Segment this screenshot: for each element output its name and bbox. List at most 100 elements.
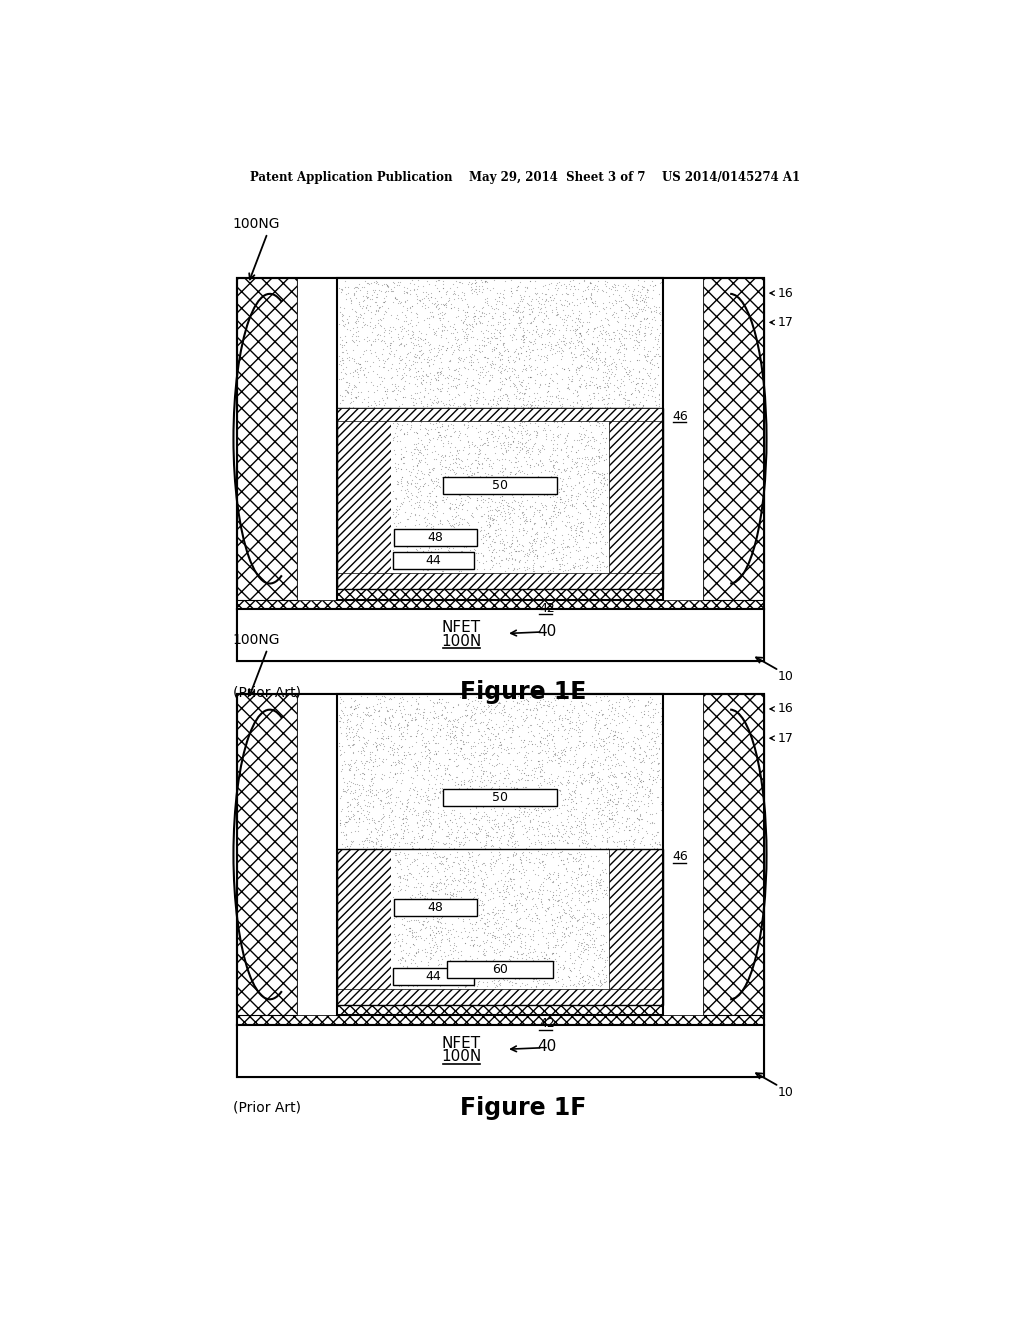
Point	[426, 899, 442, 920]
Point	[606, 405, 623, 426]
Point	[432, 772, 449, 793]
Point	[453, 520, 469, 541]
Point	[373, 404, 389, 425]
Point	[586, 949, 602, 970]
Point	[599, 721, 615, 742]
Point	[446, 275, 463, 296]
Point	[580, 880, 596, 902]
Point	[606, 488, 623, 510]
Point	[338, 492, 354, 513]
Point	[515, 865, 531, 886]
Point	[387, 528, 403, 549]
Point	[538, 919, 554, 940]
Point	[505, 412, 521, 433]
Point	[437, 487, 454, 508]
Point	[459, 447, 475, 469]
Point	[534, 754, 550, 775]
Point	[571, 356, 588, 378]
Point	[509, 735, 525, 756]
Point	[399, 993, 416, 1014]
Point	[360, 330, 377, 351]
Point	[700, 577, 717, 598]
Point	[591, 751, 607, 772]
Point	[570, 574, 587, 595]
Point	[372, 804, 388, 825]
Point	[440, 459, 457, 480]
Point	[590, 907, 606, 928]
Point	[436, 426, 453, 447]
Point	[700, 723, 717, 744]
Point	[668, 875, 684, 896]
Point	[722, 506, 738, 527]
Point	[394, 416, 411, 437]
Point	[562, 524, 579, 545]
Point	[493, 919, 509, 940]
Point	[651, 570, 668, 591]
Point	[231, 289, 248, 310]
Point	[457, 478, 473, 499]
Point	[339, 718, 355, 739]
Point	[387, 925, 403, 946]
Point	[377, 300, 393, 321]
Point	[407, 859, 423, 880]
Point	[324, 391, 340, 412]
Point	[257, 352, 273, 374]
Point	[292, 817, 308, 838]
Point	[503, 870, 519, 891]
Point	[496, 876, 512, 898]
Point	[318, 932, 335, 953]
Point	[382, 957, 398, 978]
Point	[337, 809, 353, 830]
Point	[694, 997, 711, 1018]
Point	[473, 985, 489, 1006]
Point	[306, 539, 323, 560]
Point	[512, 521, 528, 543]
Point	[688, 962, 705, 983]
Point	[544, 960, 560, 981]
Point	[617, 946, 634, 968]
Point	[607, 998, 624, 1019]
Point	[392, 760, 409, 781]
Point	[683, 803, 699, 824]
Point	[270, 387, 287, 408]
Point	[616, 572, 633, 593]
Point	[419, 432, 435, 453]
Point	[683, 990, 699, 1011]
Point	[597, 348, 613, 370]
Point	[381, 746, 397, 767]
Point	[722, 367, 738, 388]
Point	[542, 420, 558, 441]
Point	[498, 512, 514, 533]
Point	[442, 437, 459, 458]
Point	[387, 463, 403, 484]
Point	[477, 742, 494, 763]
Point	[411, 388, 427, 409]
Point	[740, 733, 757, 754]
Point	[606, 906, 623, 927]
Point	[463, 892, 479, 913]
Point	[432, 693, 449, 714]
Point	[615, 479, 632, 500]
Point	[721, 791, 737, 812]
Point	[713, 863, 729, 884]
Point	[725, 861, 741, 882]
Point	[565, 391, 582, 412]
Point	[377, 708, 393, 729]
Point	[420, 572, 436, 593]
Point	[236, 417, 252, 438]
Point	[656, 718, 673, 739]
Point	[310, 480, 327, 502]
Point	[625, 308, 641, 329]
Point	[410, 444, 426, 465]
Point	[411, 723, 427, 744]
Point	[579, 853, 595, 874]
Point	[490, 940, 507, 961]
Point	[538, 991, 554, 1012]
Point	[397, 347, 414, 368]
Point	[587, 461, 603, 482]
Point	[379, 965, 395, 986]
Point	[357, 558, 374, 579]
Point	[478, 826, 495, 847]
Point	[638, 425, 654, 446]
Point	[743, 376, 760, 397]
